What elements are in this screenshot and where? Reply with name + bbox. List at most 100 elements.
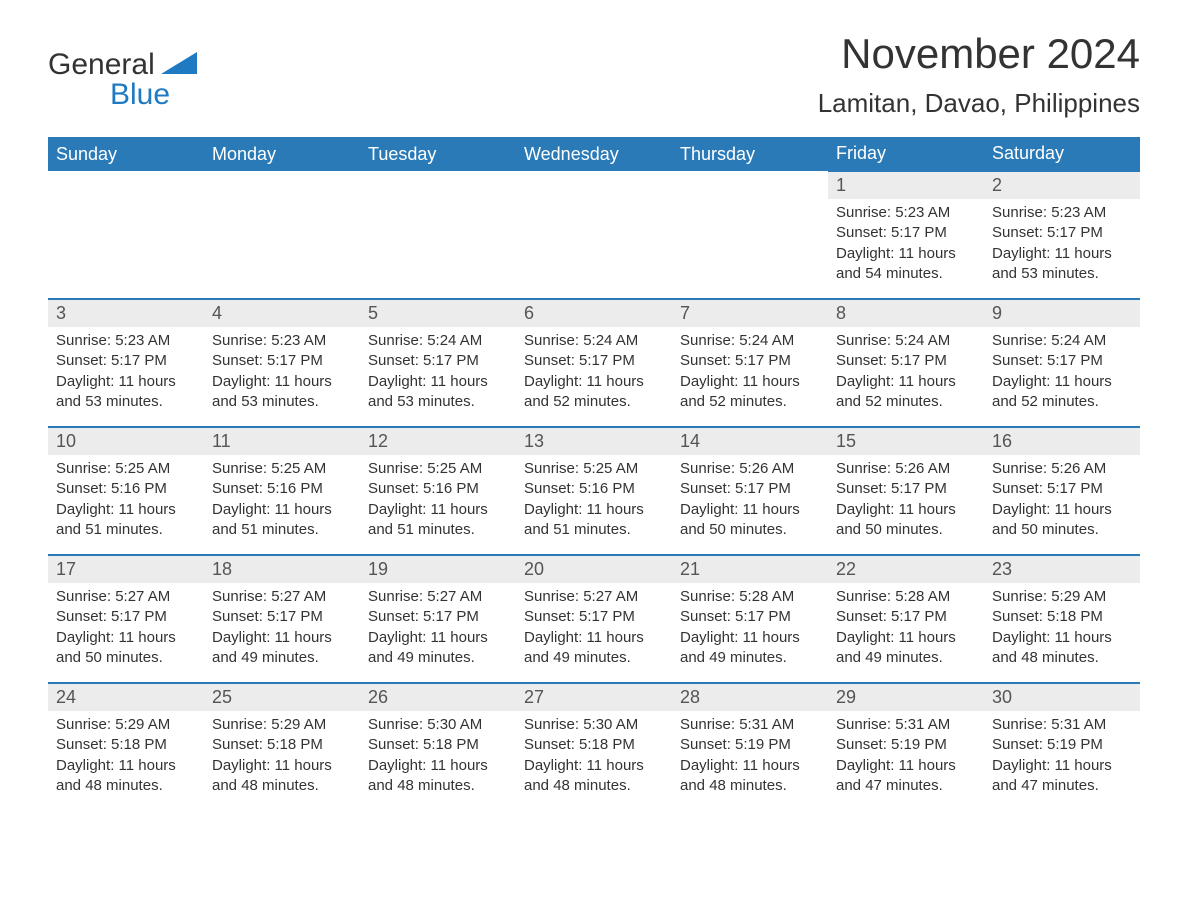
daylight-line: Daylight: 11 hours and 52 minutes.	[524, 372, 664, 413]
sunset-line: Sunset: 5:18 PM	[524, 735, 664, 755]
daylight-line: Daylight: 11 hours and 47 minutes.	[992, 756, 1132, 797]
sunrise-line: Sunrise: 5:23 AM	[56, 331, 196, 351]
page-header: General Blue November 2024 Lamitan, Dava…	[48, 30, 1140, 119]
daylight-line: Daylight: 11 hours and 52 minutes.	[836, 372, 976, 413]
day-number: 13	[516, 428, 672, 455]
sunrise-line: Sunrise: 5:28 AM	[680, 587, 820, 607]
day-details: Sunrise: 5:27 AMSunset: 5:17 PMDaylight:…	[516, 583, 672, 674]
calendar-day-cell: 25Sunrise: 5:29 AMSunset: 5:18 PMDayligh…	[204, 683, 360, 811]
day-number: 30	[984, 684, 1140, 711]
day-number: 18	[204, 556, 360, 583]
day-details: Sunrise: 5:24 AMSunset: 5:17 PMDaylight:…	[360, 327, 516, 418]
day-details: Sunrise: 5:31 AMSunset: 5:19 PMDaylight:…	[984, 711, 1140, 802]
daylight-line: Daylight: 11 hours and 49 minutes.	[524, 628, 664, 669]
day-number: 23	[984, 556, 1140, 583]
daylight-line: Daylight: 11 hours and 51 minutes.	[212, 500, 352, 541]
daylight-line: Daylight: 11 hours and 51 minutes.	[368, 500, 508, 541]
brand-logo: General Blue	[48, 30, 197, 110]
sunrise-line: Sunrise: 5:25 AM	[212, 459, 352, 479]
daylight-line: Daylight: 11 hours and 48 minutes.	[680, 756, 820, 797]
day-number: 3	[48, 300, 204, 327]
sunset-line: Sunset: 5:18 PM	[992, 607, 1132, 627]
sunset-line: Sunset: 5:17 PM	[680, 479, 820, 499]
sunrise-line: Sunrise: 5:27 AM	[368, 587, 508, 607]
weekday-header: Friday	[828, 137, 984, 171]
sunset-line: Sunset: 5:16 PM	[524, 479, 664, 499]
day-details: Sunrise: 5:28 AMSunset: 5:17 PMDaylight:…	[828, 583, 984, 674]
daylight-line: Daylight: 11 hours and 53 minutes.	[56, 372, 196, 413]
sunset-line: Sunset: 5:18 PM	[368, 735, 508, 755]
day-details: Sunrise: 5:29 AMSunset: 5:18 PMDaylight:…	[48, 711, 204, 802]
calendar-day-cell: 17Sunrise: 5:27 AMSunset: 5:17 PMDayligh…	[48, 555, 204, 683]
weekday-header: Tuesday	[360, 137, 516, 171]
sunrise-line: Sunrise: 5:29 AM	[56, 715, 196, 735]
sunrise-line: Sunrise: 5:28 AM	[836, 587, 976, 607]
day-details: Sunrise: 5:31 AMSunset: 5:19 PMDaylight:…	[672, 711, 828, 802]
day-details: Sunrise: 5:23 AMSunset: 5:17 PMDaylight:…	[828, 199, 984, 290]
calendar-day-cell: 24Sunrise: 5:29 AMSunset: 5:18 PMDayligh…	[48, 683, 204, 811]
weekday-header-row: Sunday Monday Tuesday Wednesday Thursday…	[48, 137, 1140, 171]
daylight-line: Daylight: 11 hours and 52 minutes.	[680, 372, 820, 413]
sunset-line: Sunset: 5:17 PM	[992, 351, 1132, 371]
day-number: 1	[828, 172, 984, 199]
calendar-day-cell: 9Sunrise: 5:24 AMSunset: 5:17 PMDaylight…	[984, 299, 1140, 427]
day-number: 7	[672, 300, 828, 327]
sunrise-line: Sunrise: 5:26 AM	[680, 459, 820, 479]
day-details: Sunrise: 5:23 AMSunset: 5:17 PMDaylight:…	[204, 327, 360, 418]
sunset-line: Sunset: 5:16 PM	[368, 479, 508, 499]
daylight-line: Daylight: 11 hours and 48 minutes.	[56, 756, 196, 797]
day-number: 5	[360, 300, 516, 327]
calendar-day-cell: 26Sunrise: 5:30 AMSunset: 5:18 PMDayligh…	[360, 683, 516, 811]
calendar-row: 17Sunrise: 5:27 AMSunset: 5:17 PMDayligh…	[48, 555, 1140, 683]
day-number: 2	[984, 172, 1140, 199]
day-number: 8	[828, 300, 984, 327]
calendar-day-cell: 27Sunrise: 5:30 AMSunset: 5:18 PMDayligh…	[516, 683, 672, 811]
day-details: Sunrise: 5:26 AMSunset: 5:17 PMDaylight:…	[984, 455, 1140, 546]
daylight-line: Daylight: 11 hours and 54 minutes.	[836, 244, 976, 285]
sunrise-line: Sunrise: 5:29 AM	[992, 587, 1132, 607]
sunset-line: Sunset: 5:17 PM	[524, 607, 664, 627]
sunset-line: Sunset: 5:17 PM	[836, 351, 976, 371]
sunset-line: Sunset: 5:17 PM	[992, 479, 1132, 499]
weekday-header: Monday	[204, 137, 360, 171]
sunset-line: Sunset: 5:17 PM	[56, 607, 196, 627]
day-details: Sunrise: 5:29 AMSunset: 5:18 PMDaylight:…	[984, 583, 1140, 674]
day-details: Sunrise: 5:25 AMSunset: 5:16 PMDaylight:…	[48, 455, 204, 546]
sunset-line: Sunset: 5:17 PM	[212, 351, 352, 371]
day-details: Sunrise: 5:24 AMSunset: 5:17 PMDaylight:…	[828, 327, 984, 418]
day-number: 29	[828, 684, 984, 711]
day-details: Sunrise: 5:27 AMSunset: 5:17 PMDaylight:…	[360, 583, 516, 674]
calendar-day-cell: 30Sunrise: 5:31 AMSunset: 5:19 PMDayligh…	[984, 683, 1140, 811]
sunrise-line: Sunrise: 5:25 AM	[56, 459, 196, 479]
day-number: 19	[360, 556, 516, 583]
sunrise-line: Sunrise: 5:31 AM	[680, 715, 820, 735]
calendar-day-cell: 7Sunrise: 5:24 AMSunset: 5:17 PMDaylight…	[672, 299, 828, 427]
daylight-line: Daylight: 11 hours and 50 minutes.	[56, 628, 196, 669]
calendar-row: 10Sunrise: 5:25 AMSunset: 5:16 PMDayligh…	[48, 427, 1140, 555]
day-number: 12	[360, 428, 516, 455]
sunrise-line: Sunrise: 5:26 AM	[836, 459, 976, 479]
sunset-line: Sunset: 5:17 PM	[836, 479, 976, 499]
day-number: 27	[516, 684, 672, 711]
day-details: Sunrise: 5:25 AMSunset: 5:16 PMDaylight:…	[516, 455, 672, 546]
daylight-line: Daylight: 11 hours and 50 minutes.	[680, 500, 820, 541]
daylight-line: Daylight: 11 hours and 53 minutes.	[212, 372, 352, 413]
sunset-line: Sunset: 5:19 PM	[992, 735, 1132, 755]
calendar-day-cell: 21Sunrise: 5:28 AMSunset: 5:17 PMDayligh…	[672, 555, 828, 683]
sunrise-line: Sunrise: 5:23 AM	[836, 203, 976, 223]
day-number: 15	[828, 428, 984, 455]
day-details: Sunrise: 5:25 AMSunset: 5:16 PMDaylight:…	[204, 455, 360, 546]
sunrise-line: Sunrise: 5:29 AM	[212, 715, 352, 735]
day-number: 26	[360, 684, 516, 711]
sunset-line: Sunset: 5:17 PM	[680, 351, 820, 371]
calendar-empty-cell	[360, 171, 516, 299]
day-number: 28	[672, 684, 828, 711]
calendar-empty-cell	[204, 171, 360, 299]
calendar-day-cell: 15Sunrise: 5:26 AMSunset: 5:17 PMDayligh…	[828, 427, 984, 555]
day-number: 11	[204, 428, 360, 455]
calendar-day-cell: 12Sunrise: 5:25 AMSunset: 5:16 PMDayligh…	[360, 427, 516, 555]
logo-word-1: General	[48, 50, 155, 80]
sunset-line: Sunset: 5:17 PM	[368, 351, 508, 371]
sunset-line: Sunset: 5:17 PM	[212, 607, 352, 627]
day-details: Sunrise: 5:31 AMSunset: 5:19 PMDaylight:…	[828, 711, 984, 802]
